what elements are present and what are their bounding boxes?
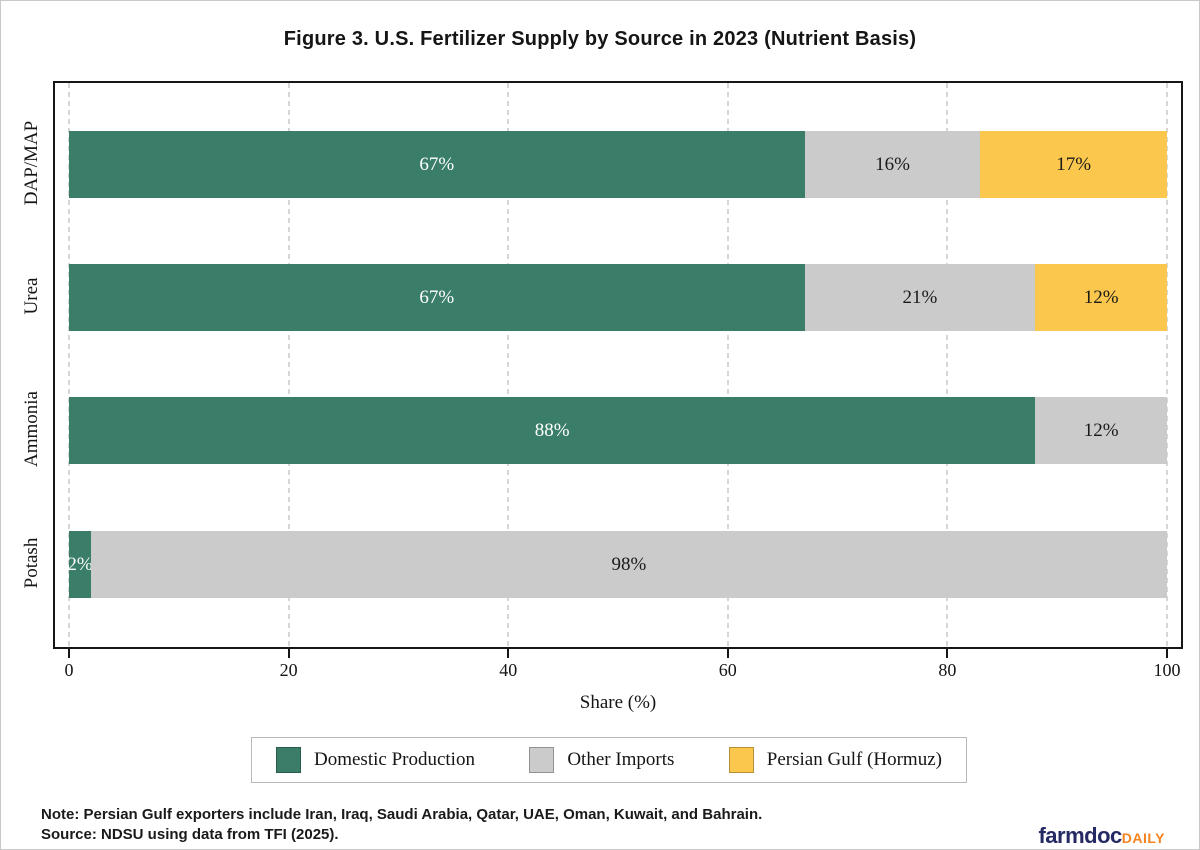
gridline-40 [507,83,510,647]
source-text: Source: NDSU using data from TFI (2025). [41,826,339,843]
logo-daily-text: DAILY [1121,830,1165,846]
bar-value-label: 2% [67,554,93,575]
bar-value-label: 67% [419,154,455,175]
bar-segment: 12% [1035,264,1167,331]
legend-label: Persian Gulf (Hormuz) [766,749,942,770]
category-label-dap-map: DAP/MAP [21,120,42,205]
bar-ammonia: 88% 12% [69,397,1167,464]
gridline-100 [1166,83,1168,647]
x-tick-mark-80 [946,649,949,658]
gridline-0 [68,83,70,647]
bar-segment: 88% [69,397,1036,464]
category-label-urea: Urea [21,277,42,314]
x-tick-mark-40 [507,649,510,658]
x-tick-label-80: 80 [938,660,957,680]
legend-item-persian-gulf-hormuz-: Persian Gulf (Hormuz) [728,747,942,773]
bar-value-label: 12% [1083,420,1119,441]
bar-segment: 16% [804,131,981,198]
x-tick-mark-60 [726,649,729,658]
category-label-potash: Potash [21,537,42,588]
bar-value-label: 17% [1056,154,1092,175]
x-tick-label-0: 0 [64,660,74,680]
x-tick-mark-100 [1166,649,1168,658]
x-tick-mark-0 [68,649,70,658]
bar-segment: 67% [69,131,805,198]
x-tick-label-40: 40 [499,660,518,680]
legend-item-domestic-production: Domestic Production [276,747,475,773]
chart-title: Figure 3. U.S. Fertilizer Supply by Sour… [283,28,917,50]
note-text: Note: Persian Gulf exporters include Ira… [41,806,763,823]
farmdoc-daily-logo: farmdoc DAILY [1038,823,1165,849]
bar-segment: 17% [980,131,1167,198]
logo-farmdoc-text: farmdoc [1038,823,1122,848]
legend-box: Domestic Production Other Imports Persian … [251,737,967,783]
legend-swatch [276,747,301,773]
bar-segment: 12% [1035,397,1167,464]
x-axis-title: Share (%) [579,692,657,713]
x-tick-mark-20 [287,649,290,658]
gridline-60 [726,83,729,647]
legend-swatch [529,747,555,773]
bar-dap-map: 67% 16% 17% [69,131,1167,198]
bar-urea: 67% 21% 12% [69,264,1167,331]
bar-value-label: 21% [902,287,938,308]
legend-item-other-imports: Other Imports [529,747,674,773]
legend-swatch [728,747,754,773]
bar-segment: 2% [67,531,93,598]
bar-value-label: 67% [419,287,455,308]
bar-value-label: 98% [611,554,647,575]
bar-segment: 67% [69,264,805,331]
x-tick-label-60: 60 [718,660,737,680]
gridline-20 [287,83,290,647]
category-label-ammonia: Ammonia [21,390,42,467]
legend-label: Other Imports [567,749,675,770]
x-tick-label-20: 20 [279,660,298,680]
bar-segment: 98% [90,531,1167,598]
bar-value-label: 88% [534,420,570,441]
plot-area: 67% 16% 17% 67% 21% 12% 88% 12% 2% 98% [53,81,1183,649]
bar-potash: 2% 98% [67,531,1167,598]
x-tick-label-100: 100 [1153,660,1181,680]
gridline-80 [946,83,949,647]
bar-value-label: 12% [1083,287,1119,308]
legend-label: Domestic Production [314,749,475,770]
bar-segment: 21% [804,264,1036,331]
bar-value-label: 16% [875,154,910,175]
